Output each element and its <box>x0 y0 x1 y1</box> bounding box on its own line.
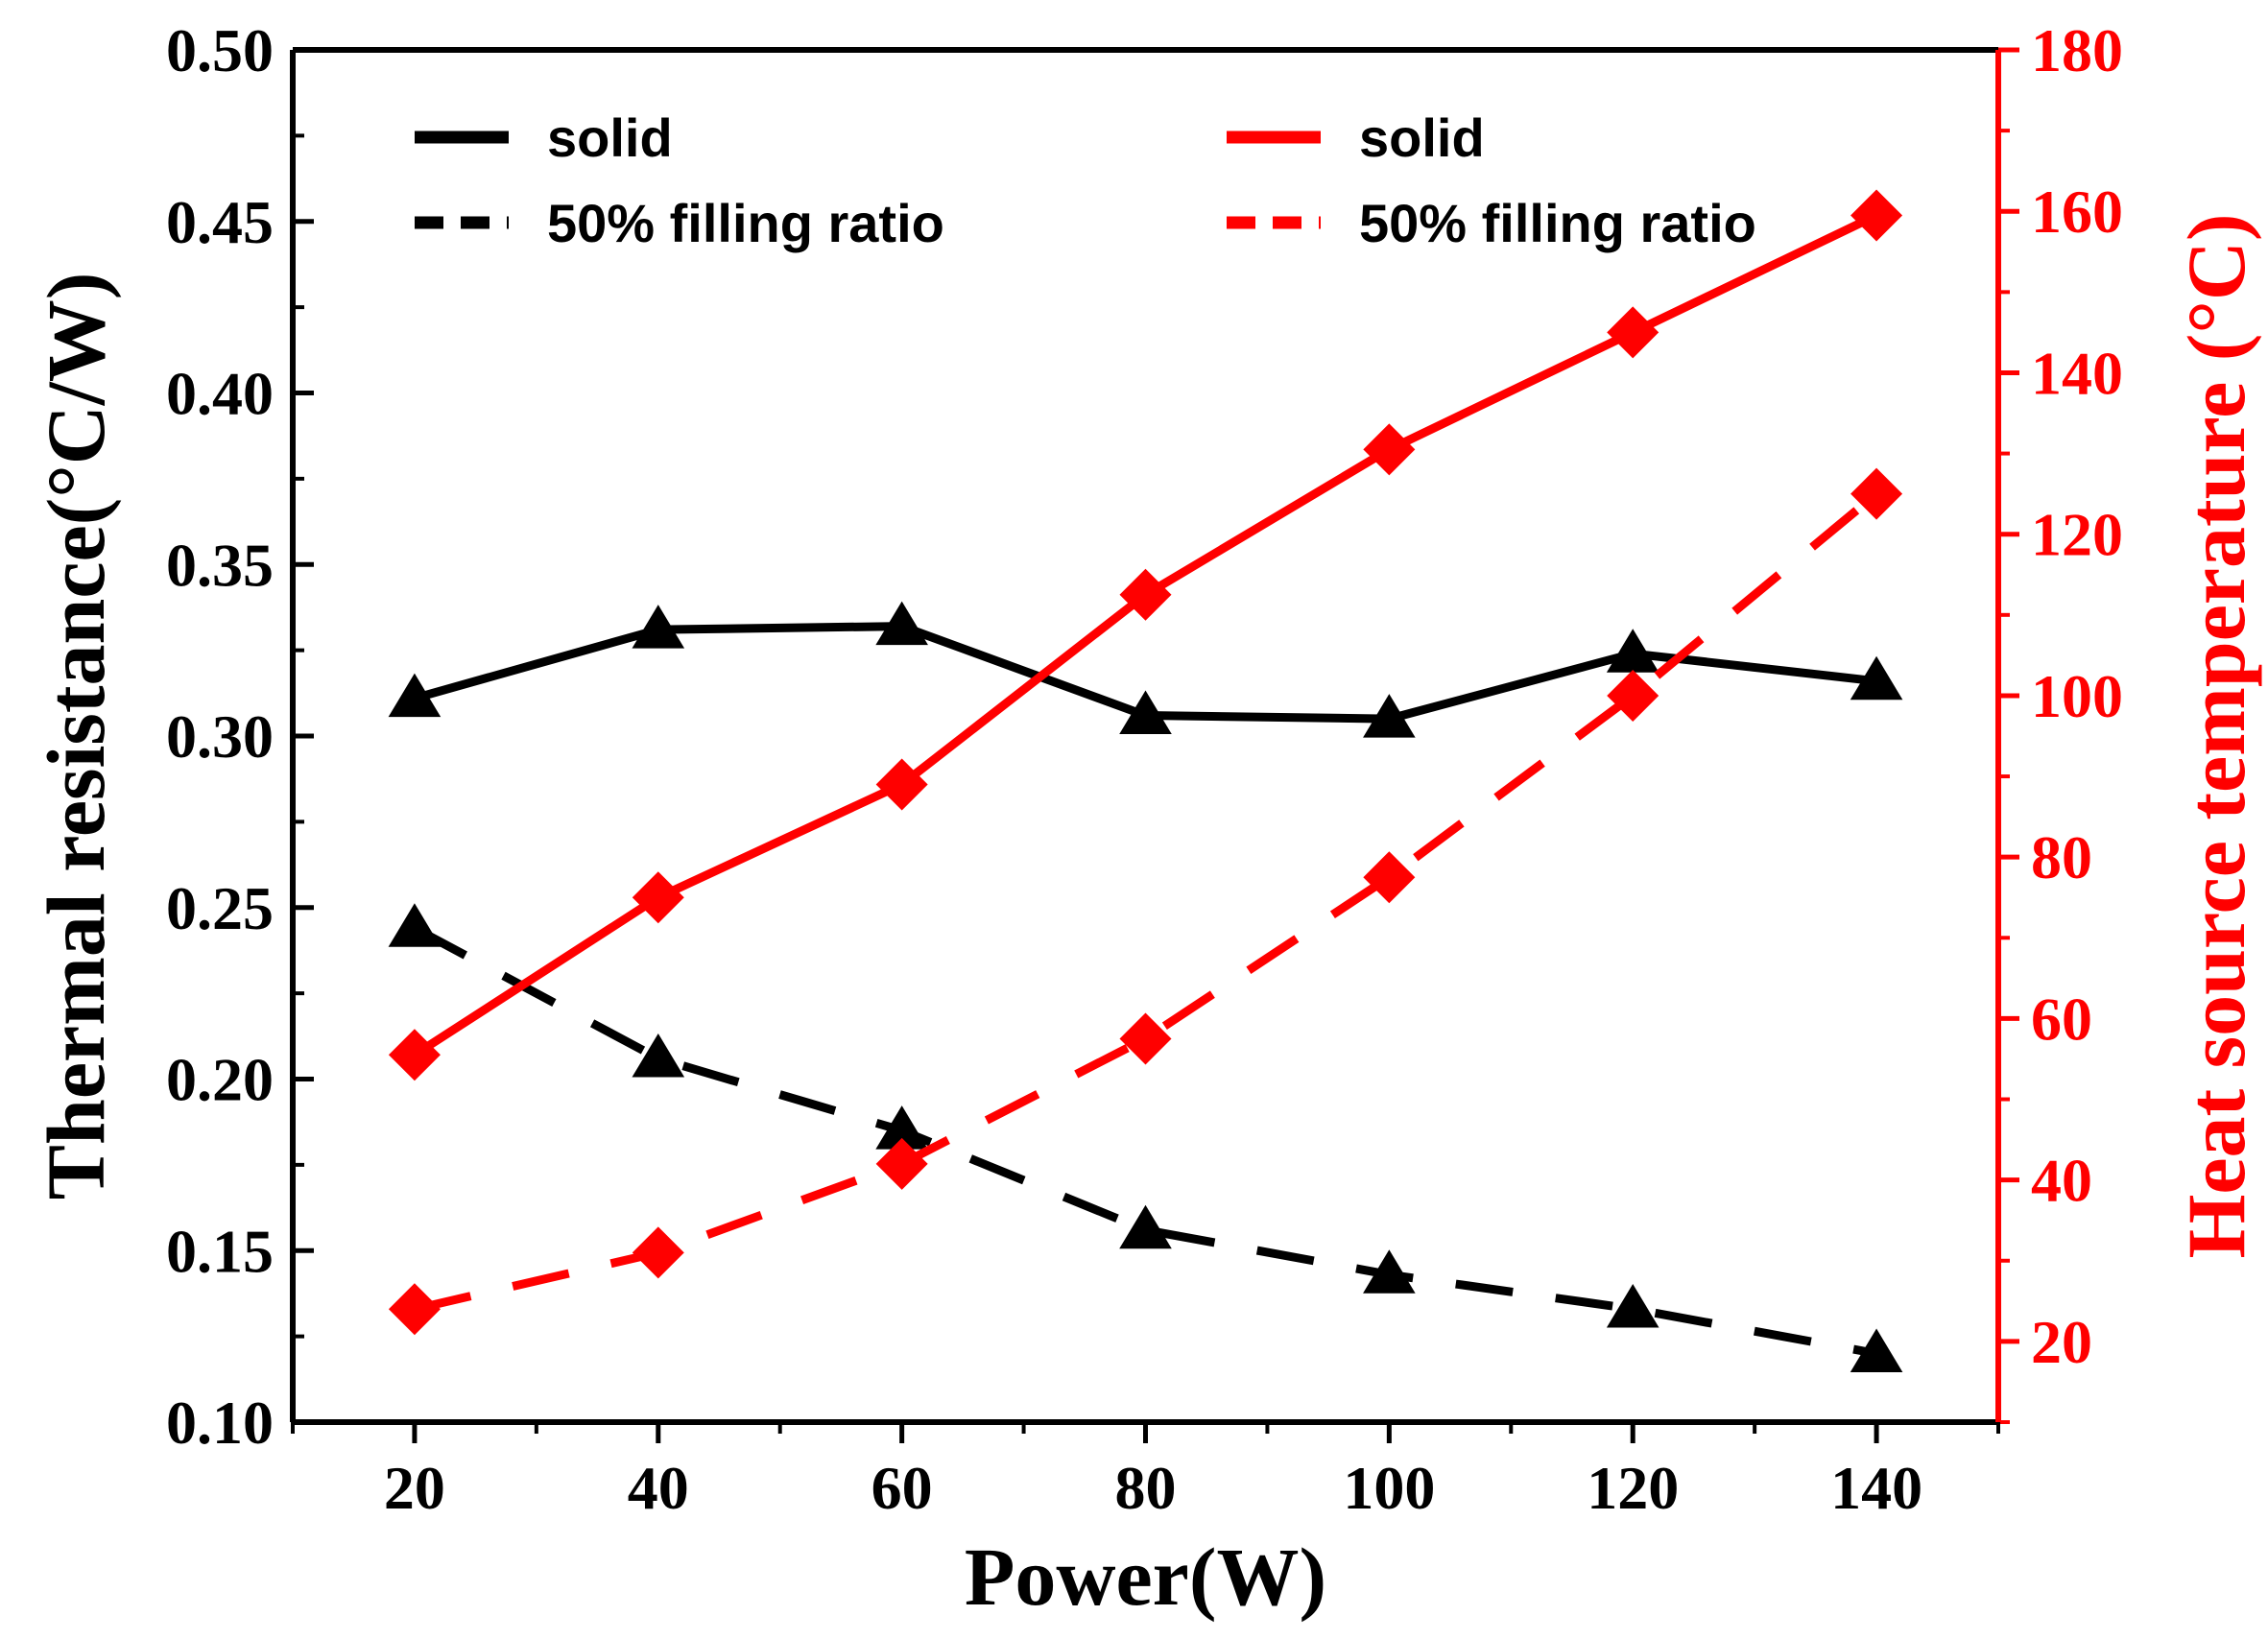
triangle-marker <box>875 1105 928 1150</box>
y2-tick-label: 80 <box>2031 823 2092 891</box>
y2-tick-label: 20 <box>2031 1308 2092 1376</box>
diamond-marker <box>875 758 928 811</box>
x-tick-label: 60 <box>871 1454 933 1522</box>
diamond-marker <box>1607 306 1659 359</box>
diamond-marker <box>875 1137 928 1190</box>
y-tick-label: 0.20 <box>166 1046 274 1114</box>
series-0-left-solid <box>388 601 1903 738</box>
legend-item: 50% filling ratio <box>1227 193 1756 253</box>
triangle-marker <box>1119 690 1172 735</box>
triangle-marker <box>1606 629 1659 673</box>
y2-axis-title: Heat source temperature (°C) <box>2170 213 2262 1258</box>
diamond-marker <box>388 1283 441 1336</box>
legend-label: 50% filling ratio <box>547 193 944 253</box>
y2-tick-label: 40 <box>2031 1147 2092 1215</box>
x-tick-label: 120 <box>1587 1454 1679 1522</box>
legend-label: solid <box>547 107 673 168</box>
triangle-marker <box>1363 1249 1416 1294</box>
triangle-marker <box>1119 1204 1172 1249</box>
y-tick-label: 0.15 <box>166 1217 274 1285</box>
series-layer <box>388 189 1903 1372</box>
y-tick-label: 0.40 <box>166 360 274 428</box>
axes-layer: 0.10 0.15 0.20 0.25 0.30 0.35 0.40 0.45 0.50 20 40… <box>30 16 2262 1623</box>
diamond-marker <box>632 871 684 924</box>
y-tick-label: 0.30 <box>166 702 274 771</box>
y-tick-label: 0.45 <box>166 188 274 256</box>
series-3-right-dashed <box>388 467 1903 1336</box>
x-tick-label: 80 <box>1115 1454 1177 1522</box>
legend-label: 50% filling ratio <box>1359 193 1756 253</box>
diamond-marker <box>1850 189 1903 242</box>
x-axis-title: Power(W) <box>965 1531 1326 1623</box>
x-tick-label: 40 <box>628 1454 689 1522</box>
diamond-marker <box>388 1029 441 1081</box>
diamond-marker <box>1363 423 1416 476</box>
legend-item: solid <box>415 107 673 168</box>
y2-tick-label: 140 <box>2031 339 2123 407</box>
y-axis-title: Thermal resistance(°C/W) <box>30 273 122 1200</box>
legend-label: solid <box>1359 107 1485 168</box>
series-line <box>412 924 1877 1358</box>
series-2-right-solid <box>388 189 1903 1081</box>
triangle-marker <box>388 903 442 947</box>
diamond-marker <box>1119 568 1172 621</box>
y2-tick-label: 180 <box>2031 16 2123 84</box>
diamond-marker <box>1850 467 1903 520</box>
legend-item: solid <box>1227 107 1485 168</box>
y2-tick-label: 160 <box>2031 178 2123 246</box>
series-1-left-dashed <box>388 903 1903 1372</box>
diamond-marker <box>1607 669 1659 722</box>
triangle-marker <box>632 605 685 649</box>
triangle-marker <box>875 601 928 646</box>
diamond-marker <box>1363 851 1416 904</box>
y-tick-label: 0.35 <box>166 531 274 599</box>
y-tick-label: 0.25 <box>166 874 274 942</box>
triangle-marker <box>1606 1284 1659 1328</box>
y2-tick-label: 60 <box>2031 985 2092 1053</box>
x-tick-label: 140 <box>1830 1454 1922 1522</box>
y-tick-label: 0.50 <box>166 16 274 84</box>
x-tick-label: 100 <box>1343 1454 1435 1522</box>
x-tick-label: 20 <box>384 1454 445 1522</box>
triangle-marker <box>388 673 442 718</box>
triangle-marker <box>1850 1328 1903 1372</box>
y2-tick-label: 120 <box>2031 501 2123 569</box>
y-tick-label: 0.10 <box>166 1389 274 1457</box>
legend-item: 50% filling ratio <box>415 193 944 253</box>
triangle-marker <box>1363 694 1416 738</box>
triangle-marker <box>1850 655 1903 701</box>
legend: solid 50% filling ratio solid 50% filling r… <box>415 107 1756 253</box>
diamond-marker <box>1119 1012 1172 1065</box>
triangle-marker <box>632 1033 685 1078</box>
y2-tick-label: 100 <box>2031 662 2123 730</box>
diamond-marker <box>632 1226 684 1279</box>
